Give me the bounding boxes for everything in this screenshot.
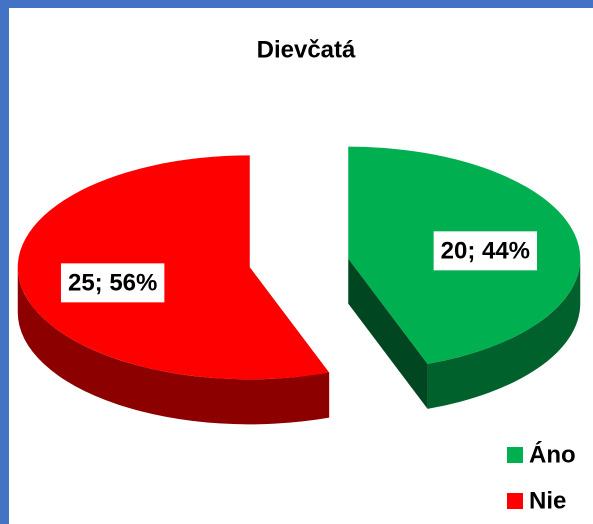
slice-side bbox=[427, 258, 581, 409]
data-label: 25; 56% bbox=[68, 269, 157, 296]
data-label-box bbox=[433, 231, 538, 271]
legend-swatch bbox=[507, 493, 523, 509]
legend-swatch bbox=[507, 447, 523, 463]
chart: Dievčatá 20; 44% 25; 56% Áno Nie bbox=[17, 36, 581, 514]
pie-slice bbox=[348, 146, 581, 409]
data-label-box bbox=[60, 263, 165, 303]
legend-label: Nie bbox=[529, 487, 566, 514]
slice-side bbox=[17, 267, 330, 425]
chart-title: Dievčatá bbox=[257, 36, 356, 63]
legend-label: Áno bbox=[529, 440, 576, 468]
pie-slice bbox=[17, 155, 330, 425]
slice-cut-face bbox=[348, 258, 428, 409]
slice-top bbox=[17, 155, 330, 380]
data-label: 20; 44% bbox=[441, 237, 530, 264]
